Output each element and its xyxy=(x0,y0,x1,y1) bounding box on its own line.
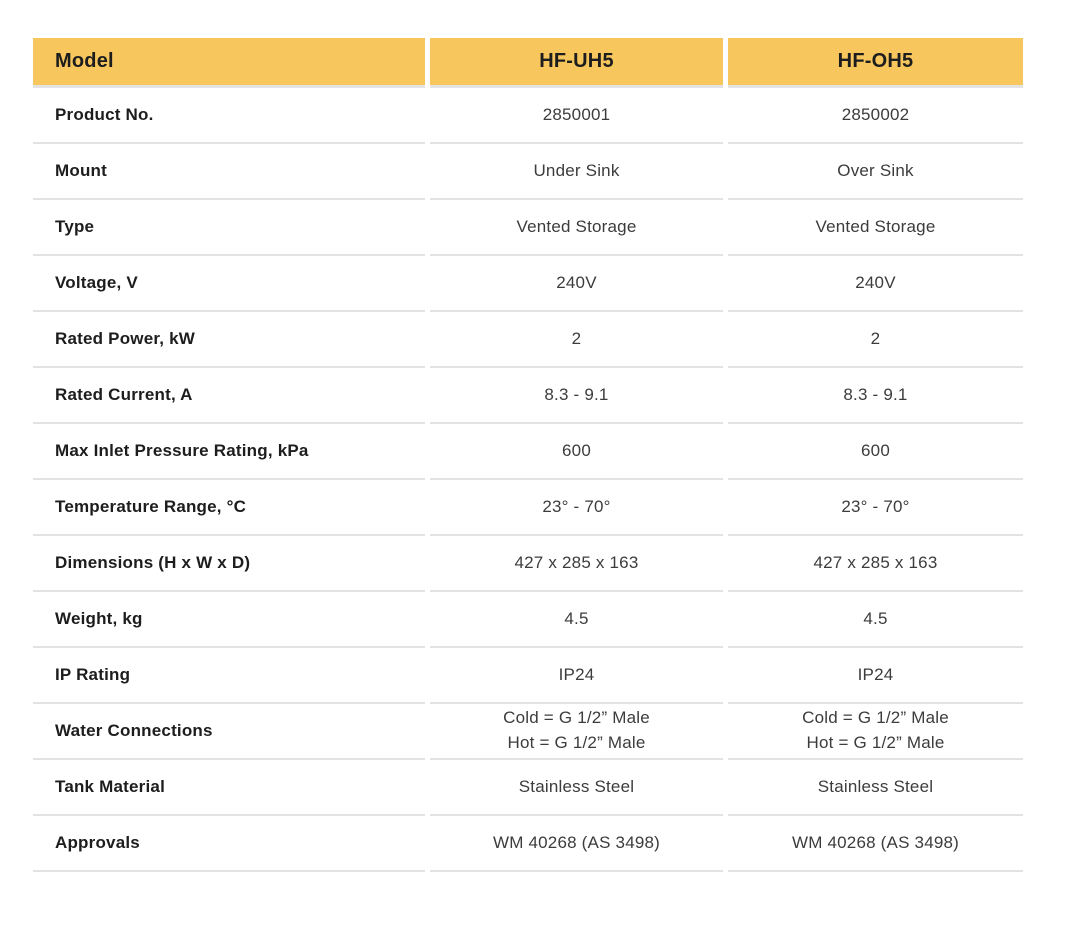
table-row: Weight, kg 4.5 4.5 xyxy=(33,592,1023,648)
header-cell-hf-oh5: HF-OH5 xyxy=(728,38,1023,88)
row-label: Mount xyxy=(33,144,425,200)
spec-table-header-row: Model HF-UH5 HF-OH5 xyxy=(33,38,1023,88)
table-row: Water Connections Cold = G 1/2” Male Hot … xyxy=(33,704,1023,760)
row-label: Voltage, V xyxy=(33,256,425,312)
row-value-hf-oh5: 2 xyxy=(728,312,1023,368)
row-value-hf-uh5: Stainless Steel xyxy=(430,760,723,816)
row-value-hf-uh5: 600 xyxy=(430,424,723,480)
row-label: Rated Current, A xyxy=(33,368,425,424)
row-value-hf-uh5: 23° - 70° xyxy=(430,480,723,536)
row-value-hf-uh5: 2850001 xyxy=(430,88,723,144)
row-value-hf-uh5: Vented Storage xyxy=(430,200,723,256)
row-value-hf-uh5: 2 xyxy=(430,312,723,368)
row-value-hf-uh5: WM 40268 (AS 3498) xyxy=(430,816,723,872)
row-value-hf-oh5: Cold = G 1/2” Male Hot = G 1/2” Male xyxy=(728,704,1023,760)
row-value-hf-oh5: IP24 xyxy=(728,648,1023,704)
row-label: Max Inlet Pressure Rating, kPa xyxy=(33,424,425,480)
row-value-hf-uh5: Cold = G 1/2” Male Hot = G 1/2” Male xyxy=(430,704,723,760)
row-value-hf-uh5: Under Sink xyxy=(430,144,723,200)
table-row: Product No. 2850001 2850002 xyxy=(33,88,1023,144)
table-row: Max Inlet Pressure Rating, kPa 600 600 xyxy=(33,424,1023,480)
row-value-hf-oh5: Over Sink xyxy=(728,144,1023,200)
row-label: Product No. xyxy=(33,88,425,144)
table-row: Voltage, V 240V 240V xyxy=(33,256,1023,312)
row-value-hf-uh5: 427 x 285 x 163 xyxy=(430,536,723,592)
row-value-hf-uh5: 4.5 xyxy=(430,592,723,648)
row-value-hf-oh5: 2850002 xyxy=(728,88,1023,144)
table-row: Tank Material Stainless Steel Stainless St… xyxy=(33,760,1023,816)
row-label: Temperature Range, °C xyxy=(33,480,425,536)
row-value-hf-oh5: 23° - 70° xyxy=(728,480,1023,536)
header-cell-model: Model xyxy=(33,38,425,88)
table-row: Dimensions (H x W x D) 427 x 285 x 163 427… xyxy=(33,536,1023,592)
row-value-hf-uh5: IP24 xyxy=(430,648,723,704)
row-value-hf-oh5: Stainless Steel xyxy=(728,760,1023,816)
header-cell-hf-uh5: HF-UH5 xyxy=(430,38,723,88)
row-value-hf-oh5: 600 xyxy=(728,424,1023,480)
row-label: IP Rating xyxy=(33,648,425,704)
table-row: Rated Current, A 8.3 - 9.1 8.3 - 9.1 xyxy=(33,368,1023,424)
row-value-hf-oh5: 427 x 285 x 163 xyxy=(728,536,1023,592)
row-value-hf-oh5: 4.5 xyxy=(728,592,1023,648)
row-value-hf-uh5: 240V xyxy=(430,256,723,312)
row-value-hf-oh5: 8.3 - 9.1 xyxy=(728,368,1023,424)
row-label: Water Connections xyxy=(33,704,425,760)
row-value-hf-uh5: 8.3 - 9.1 xyxy=(430,368,723,424)
table-row: Type Vented Storage Vented Storage xyxy=(33,200,1023,256)
row-value-hf-oh5: WM 40268 (AS 3498) xyxy=(728,816,1023,872)
row-label: Approvals xyxy=(33,816,425,872)
row-label: Tank Material xyxy=(33,760,425,816)
table-row: Rated Power, kW 2 2 xyxy=(33,312,1023,368)
row-label: Weight, kg xyxy=(33,592,425,648)
spec-table-body: Product No. 2850001 2850002 Mount Under Sink… xyxy=(33,88,1023,872)
table-row: Mount Under Sink Over Sink xyxy=(33,144,1023,200)
table-row: Temperature Range, °C 23° - 70° 23° - 70° xyxy=(33,480,1023,536)
row-label: Dimensions (H x W x D) xyxy=(33,536,425,592)
row-value-hf-oh5: 240V xyxy=(728,256,1023,312)
table-row: Approvals WM 40268 (AS 3498) WM 40268 (AS … xyxy=(33,816,1023,872)
table-row: IP Rating IP24 IP24 xyxy=(33,648,1023,704)
row-label: Type xyxy=(33,200,425,256)
product-spec-table: Model HF-UH5 HF-OH5 Product No. 2850001 28… xyxy=(33,38,1023,872)
row-label: Rated Power, kW xyxy=(33,312,425,368)
row-value-hf-oh5: Vented Storage xyxy=(728,200,1023,256)
